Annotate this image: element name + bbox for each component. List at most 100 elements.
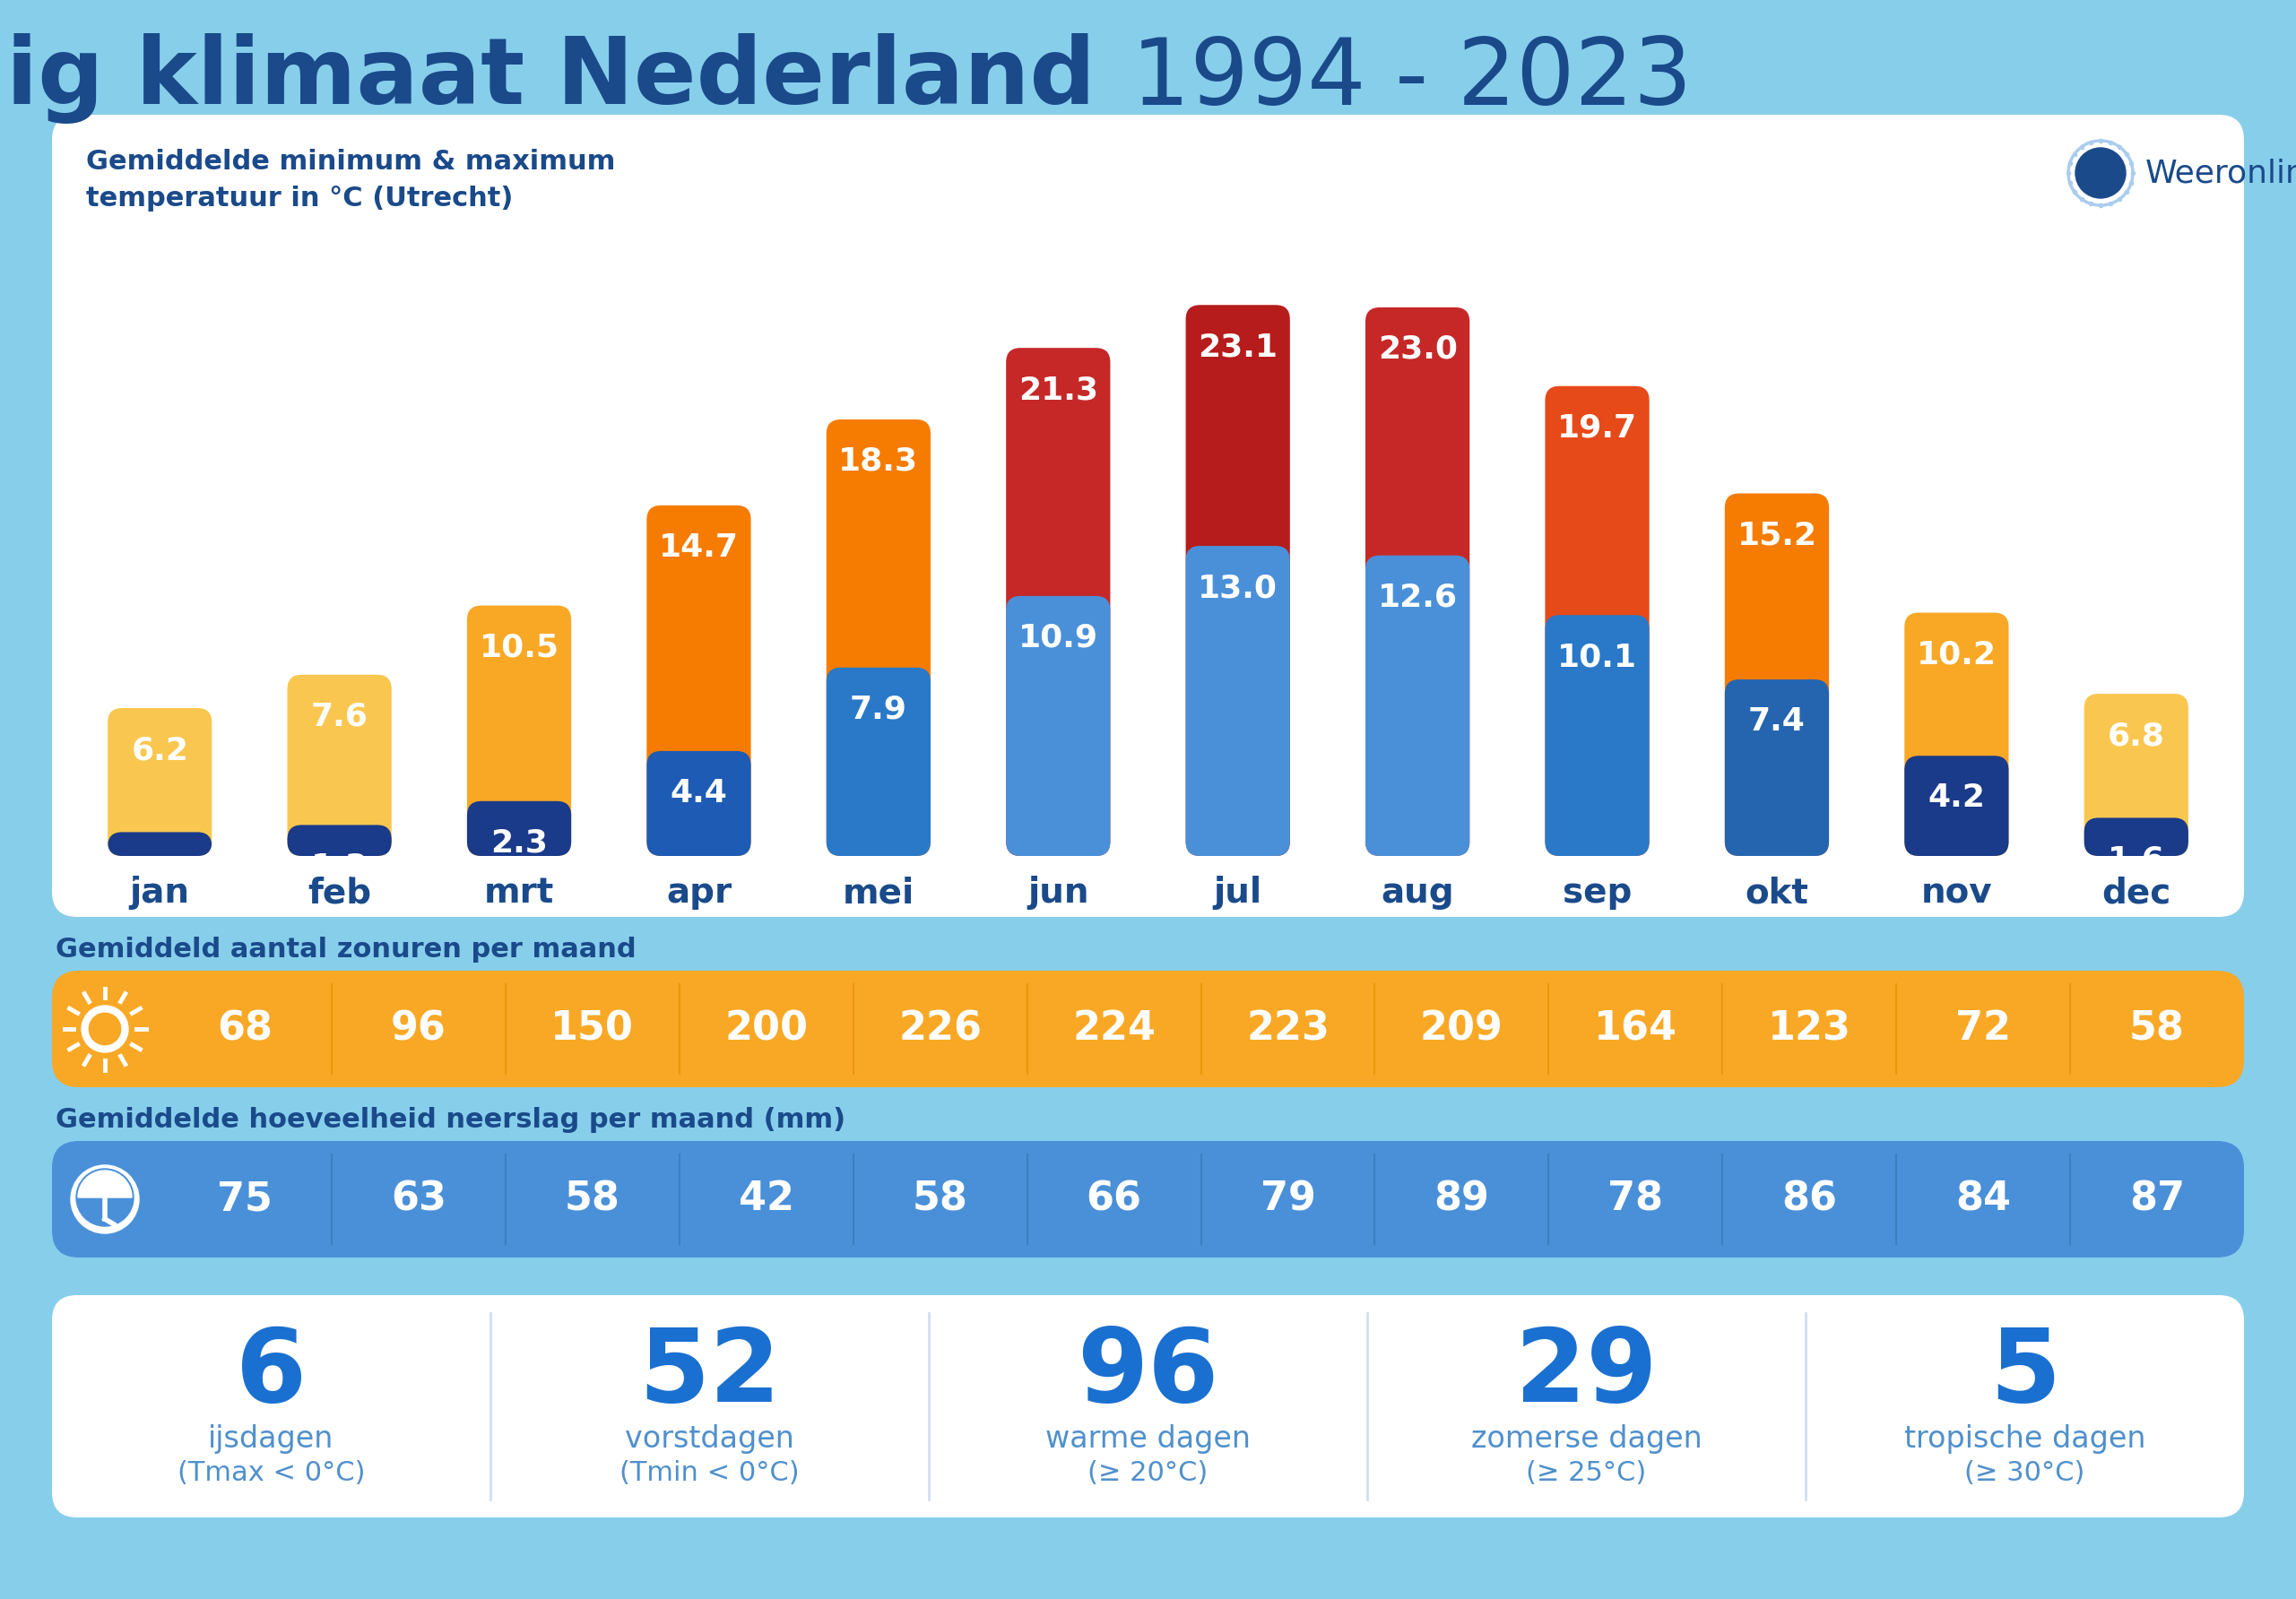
Text: 10.9: 10.9	[1017, 624, 1097, 654]
Text: zomerse dagen: zomerse dagen	[1472, 1423, 1701, 1453]
Text: 84: 84	[1956, 1180, 2011, 1218]
Text: (≥ 25°C): (≥ 25°C)	[1527, 1460, 1646, 1485]
FancyBboxPatch shape	[53, 1295, 2243, 1517]
Text: 63: 63	[390, 1180, 445, 1218]
Text: 7.9: 7.9	[850, 694, 907, 724]
Text: sep: sep	[1564, 876, 1632, 910]
Text: 75: 75	[218, 1180, 273, 1218]
Polygon shape	[78, 1170, 131, 1198]
Text: 226: 226	[898, 1009, 983, 1049]
Text: feb: feb	[308, 876, 372, 910]
Text: 224: 224	[1072, 1009, 1155, 1049]
Text: jul: jul	[1215, 876, 1263, 910]
Text: Gemiddelde minimum & maximum
temperatuur in °C (Utrecht): Gemiddelde minimum & maximum temperatuur…	[85, 149, 615, 211]
Text: 68: 68	[216, 1009, 273, 1049]
Text: mei: mei	[843, 876, 914, 910]
Text: vorstdagen: vorstdagen	[625, 1423, 794, 1453]
Text: 2.3: 2.3	[491, 828, 549, 859]
FancyBboxPatch shape	[287, 675, 393, 855]
FancyBboxPatch shape	[1545, 616, 1649, 855]
Text: Gemiddeld aantal zonuren per maand: Gemiddeld aantal zonuren per maand	[55, 937, 636, 963]
Text: (≥ 20°C): (≥ 20°C)	[1088, 1460, 1208, 1485]
Text: 4.2: 4.2	[1929, 782, 1986, 814]
FancyBboxPatch shape	[1185, 305, 1290, 855]
Text: 223: 223	[1247, 1009, 1329, 1049]
FancyBboxPatch shape	[1724, 680, 1830, 855]
FancyBboxPatch shape	[1006, 596, 1111, 855]
FancyBboxPatch shape	[1903, 756, 2009, 855]
Circle shape	[76, 1169, 133, 1226]
Text: 15.2: 15.2	[1738, 520, 1816, 550]
Text: okt: okt	[1745, 876, 1809, 910]
Text: 200: 200	[726, 1009, 808, 1049]
Text: 1.3: 1.3	[310, 852, 367, 883]
Text: 7.6: 7.6	[310, 702, 367, 732]
Text: 42: 42	[739, 1180, 794, 1218]
Text: 86: 86	[1782, 1180, 1837, 1218]
Text: 123: 123	[1768, 1009, 1851, 1049]
Text: (Tmax < 0°C): (Tmax < 0°C)	[177, 1460, 365, 1485]
Text: Gemiddelde hoeveelheid neerslag per maand (mm): Gemiddelde hoeveelheid neerslag per maan…	[55, 1107, 845, 1134]
Text: ijsdagen: ijsdagen	[209, 1423, 335, 1453]
Text: Weeronline: Weeronline	[2144, 158, 2296, 189]
Text: apr: apr	[666, 876, 732, 910]
Text: 10.5: 10.5	[480, 632, 558, 664]
FancyBboxPatch shape	[108, 708, 211, 855]
Text: 58: 58	[565, 1180, 620, 1218]
Text: 6.8: 6.8	[2108, 721, 2165, 752]
Text: 19.7: 19.7	[1557, 413, 1637, 443]
Text: (≥ 30°C): (≥ 30°C)	[1965, 1460, 2085, 1485]
FancyBboxPatch shape	[827, 419, 930, 855]
Text: aug: aug	[1380, 876, 1453, 910]
FancyBboxPatch shape	[466, 606, 572, 855]
Text: 66: 66	[1086, 1180, 1141, 1218]
Text: tropische dagen: tropische dagen	[1903, 1423, 2144, 1453]
Text: 23.1: 23.1	[1199, 333, 1279, 363]
Text: 96: 96	[390, 1009, 445, 1049]
FancyBboxPatch shape	[53, 115, 2243, 916]
Text: 52: 52	[638, 1324, 781, 1423]
Circle shape	[2076, 147, 2126, 198]
FancyBboxPatch shape	[108, 831, 211, 855]
Text: 78: 78	[1607, 1180, 1662, 1218]
Text: 58: 58	[2128, 1009, 2186, 1049]
Text: 1.0: 1.0	[131, 859, 188, 889]
Text: 164: 164	[1593, 1009, 1676, 1049]
FancyBboxPatch shape	[1006, 349, 1111, 855]
Text: 13.0: 13.0	[1199, 572, 1279, 603]
FancyBboxPatch shape	[647, 752, 751, 855]
Text: 58: 58	[912, 1180, 969, 1218]
Circle shape	[90, 1014, 122, 1044]
Text: mrt: mrt	[484, 876, 553, 910]
Text: 6.2: 6.2	[131, 736, 188, 766]
FancyBboxPatch shape	[1724, 494, 1830, 855]
FancyBboxPatch shape	[827, 667, 930, 855]
FancyBboxPatch shape	[1903, 612, 2009, 855]
Circle shape	[71, 1166, 140, 1233]
Circle shape	[83, 1006, 129, 1052]
Text: jan: jan	[131, 876, 191, 910]
Text: 7.4: 7.4	[1747, 707, 1805, 737]
Text: 23.0: 23.0	[1378, 334, 1458, 365]
Text: 21.3: 21.3	[1017, 374, 1097, 405]
FancyBboxPatch shape	[2085, 817, 2188, 855]
FancyBboxPatch shape	[466, 801, 572, 855]
Text: 87: 87	[2128, 1180, 2186, 1218]
FancyBboxPatch shape	[53, 971, 2243, 1087]
Text: dec: dec	[2101, 876, 2170, 910]
FancyBboxPatch shape	[53, 1142, 2243, 1257]
Text: 96: 96	[1077, 1324, 1219, 1423]
Text: Huidig klimaat Nederland: Huidig klimaat Nederland	[0, 34, 1127, 125]
Text: 5: 5	[1988, 1324, 2060, 1423]
Text: 79: 79	[1261, 1180, 1316, 1218]
FancyBboxPatch shape	[1545, 385, 1649, 855]
FancyBboxPatch shape	[287, 825, 393, 855]
Text: 1994 - 2023: 1994 - 2023	[1132, 34, 1692, 125]
FancyBboxPatch shape	[2085, 694, 2188, 855]
Text: 29: 29	[1515, 1324, 1658, 1423]
Text: 18.3: 18.3	[838, 446, 918, 477]
Text: 12.6: 12.6	[1378, 582, 1458, 612]
Text: warme dagen: warme dagen	[1045, 1423, 1251, 1453]
Text: 14.7: 14.7	[659, 532, 739, 563]
Text: 6: 6	[236, 1324, 308, 1423]
